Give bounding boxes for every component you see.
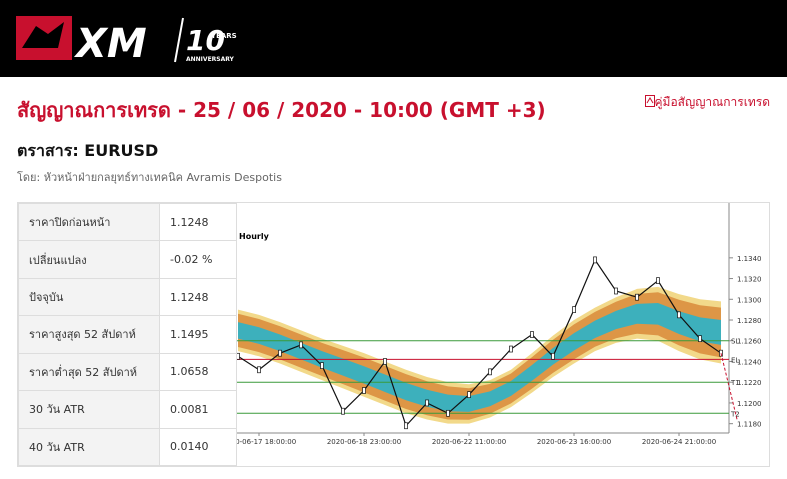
y-tick-label: 1.1280: [737, 317, 762, 325]
row-value: 1.0658: [159, 352, 237, 392]
logo[interactable]: XM 10 YEARS ANNIVERSARY: [0, 0, 260, 77]
candle: [278, 349, 282, 357]
candle: [614, 287, 618, 295]
candle: [341, 407, 345, 415]
table-row: 30 วัน ATR 0.0081: [18, 390, 237, 429]
page-title: สัญญาณการเทรด - 25 / 06 / 2020 - 10:00 (…: [17, 98, 546, 122]
y-tick-label: 1.1180: [737, 421, 762, 429]
row-value: 0.0081: [159, 390, 237, 429]
table-row: เปลี่ยนแปลง -0.02 %: [18, 240, 237, 279]
y-tick-label: 1.1240: [737, 358, 762, 366]
row-label: ราคาสูงสุด 52 สัปดาห์: [18, 315, 160, 354]
anniversary-years: YEARS: [210, 32, 237, 40]
signal-table: ราคาปิดก่อนหน้า 1.1248 เปลี่ยนแปลง -0.02 % ป…: [18, 202, 237, 467]
chart: Hourly 1.1180 1.1200 1.1220 1.1240 1.1260 1.12…: [237, 203, 762, 446]
candle: [488, 368, 492, 376]
row-value: 1.1495: [159, 315, 237, 354]
candle: [362, 387, 366, 394]
candle: [257, 366, 261, 374]
pdf-icon: [644, 95, 655, 107]
row-label: 30 วัน ATR: [18, 390, 160, 429]
row-value: 0.0140: [159, 427, 237, 467]
y-tick-label: 1.1200: [737, 400, 762, 408]
logo-bull: [22, 22, 64, 48]
projection: [720, 353, 738, 420]
candle: [635, 293, 639, 301]
y-tick-label: 1.1300: [737, 296, 762, 304]
x-tick-label: 2020-06-18 23:00:00: [327, 438, 401, 446]
candle: [677, 311, 681, 319]
table-row: ราคาปิดก่อนหน้า 1.1248: [18, 202, 237, 242]
row-label: ปัจจุบัน: [18, 277, 160, 317]
table-row: ราคาต่ำสุด 52 สัปดาห์ 1.0658: [18, 352, 237, 392]
x-tick-label: 2020-06-17 18:00:00: [237, 438, 296, 446]
y-tick-label: 1.1320: [737, 276, 762, 284]
x-tick-label: 2020-06-24 21:00:00: [642, 438, 716, 446]
signal-box: ราคาปิดก่อนหน้า 1.1248 เปลี่ยนแปลง -0.02 % ป…: [17, 202, 770, 467]
row-value: -0.02 %: [159, 240, 237, 279]
header: XM 10 YEARS ANNIVERSARY: [0, 0, 787, 77]
candle: [425, 399, 429, 407]
level-label: EL: [731, 356, 739, 364]
table-row: ราคาสูงสุด 52 สัปดาห์ 1.1495: [18, 315, 237, 354]
anniversary-text: ANNIVERSARY: [186, 56, 235, 63]
timeframe-label: Hourly: [239, 232, 270, 241]
price-line: [237, 258, 722, 427]
row-label: 40 วัน ATR: [18, 427, 160, 467]
candle: [467, 391, 471, 398]
table-row: 40 วัน ATR 0.0140: [18, 427, 237, 467]
candle: [320, 362, 324, 369]
x-tick-label: 2020-06-23 16:00:00: [537, 438, 611, 446]
guide-text[interactable]: คู่มือสัญญาณการเทรด: [654, 95, 771, 109]
row-label: เปลี่ยนแปลง: [18, 240, 160, 279]
candle: [299, 341, 303, 349]
y-tick-label: 1.1340: [737, 255, 762, 263]
level-label: T1: [730, 379, 740, 387]
row-label: ราคาต่ำสุด 52 สัปดาห์: [18, 352, 160, 392]
candle: [237, 352, 240, 360]
candle: [572, 306, 576, 314]
logo-divider: [174, 17, 184, 63]
row-value: 1.1248: [159, 202, 237, 242]
row-label: ราคาปิดก่อนหน้า: [18, 202, 160, 242]
y-tick-label: 1.1220: [737, 379, 762, 387]
instrument: ตราสาร: EURUSD: [17, 141, 159, 160]
logo-text: XM: [73, 21, 147, 67]
candle: [404, 422, 408, 430]
row-value: 1.1248: [159, 277, 237, 317]
candle: [551, 352, 555, 360]
x-tick-label: 2020-06-22 11:00:00: [432, 438, 506, 446]
cloud-core: [238, 303, 721, 412]
author: โดย: หัวหน้าฝ่ายกลยุทธ์ทางเทคนิค Avramis…: [17, 171, 282, 184]
table-row: ปัจจุบัน 1.1248: [18, 277, 237, 317]
candle: [383, 358, 387, 365]
candle: [530, 331, 534, 338]
candle: [698, 335, 702, 343]
y-tick-label: 1.1260: [737, 338, 762, 346]
anniversary-number: 10: [186, 24, 225, 57]
candle: [719, 349, 723, 357]
candle: [593, 256, 597, 264]
candle: [446, 409, 450, 417]
candle: [656, 277, 660, 284]
level-label: T2: [730, 410, 740, 418]
level-label: SL: [731, 338, 739, 346]
guide-link[interactable]: คู่มือสัญญาณการเทรด: [644, 93, 771, 112]
candle: [509, 345, 513, 353]
